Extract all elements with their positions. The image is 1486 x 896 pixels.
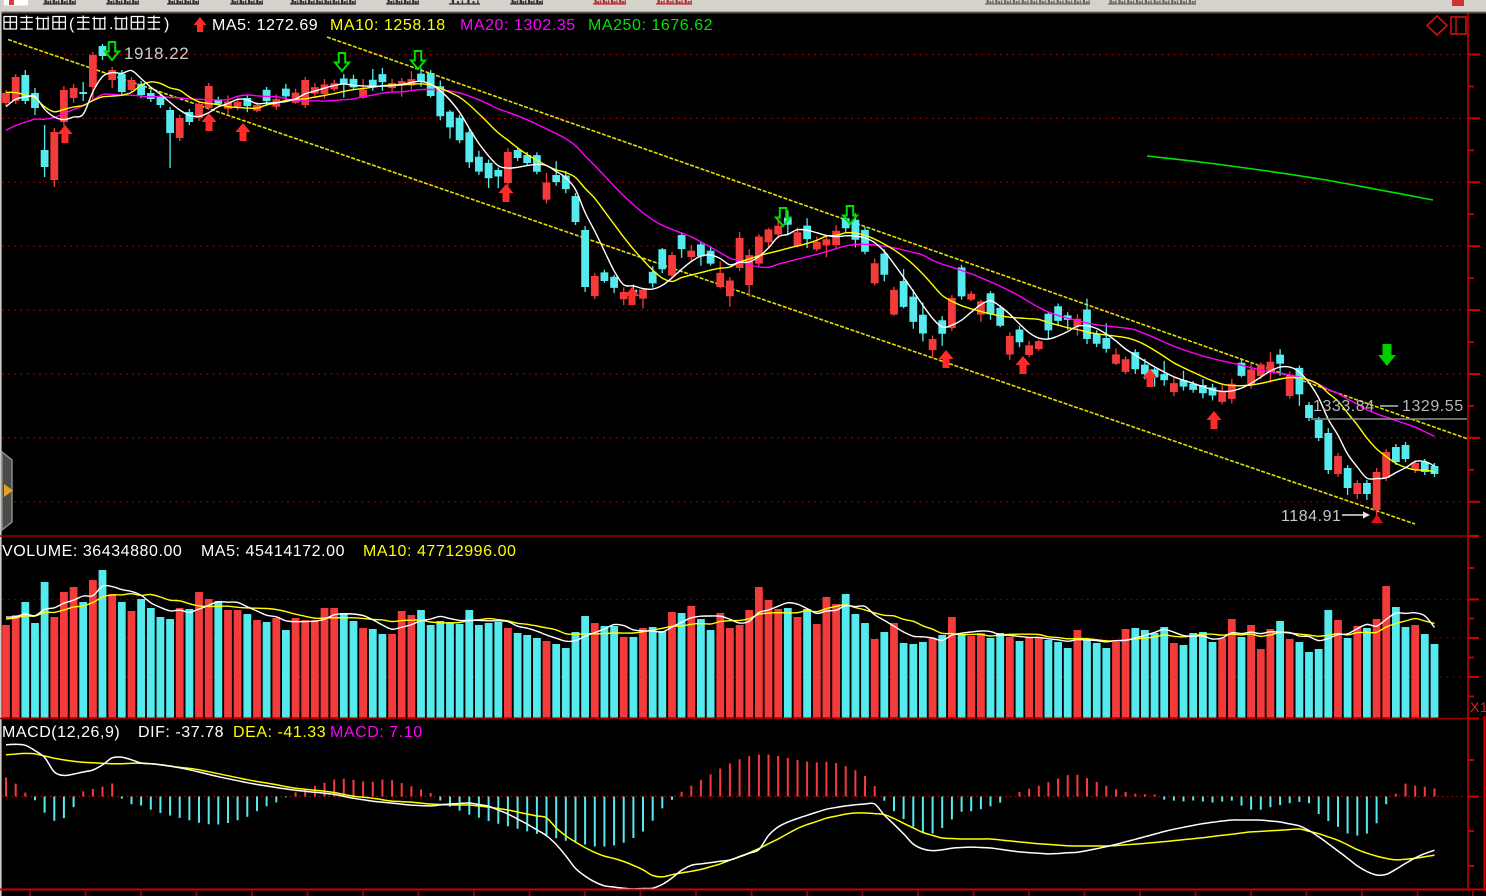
- svg-text:1918.22: 1918.22: [124, 44, 189, 63]
- svg-text:MACD: 7.10: MACD: 7.10: [330, 724, 423, 741]
- svg-text:.: .: [109, 16, 114, 33]
- svg-text:1184.91: 1184.91: [1281, 508, 1342, 525]
- svg-text:DIF: -37.78: DIF: -37.78: [138, 724, 224, 741]
- svg-text:MACD(12,26,9): MACD(12,26,9): [2, 724, 120, 741]
- svg-text:MA5: 45414172.00: MA5: 45414172.00: [201, 543, 345, 560]
- svg-text:): ): [164, 16, 170, 33]
- svg-text:X1: X1: [1470, 699, 1486, 715]
- svg-text:(: (: [69, 16, 75, 33]
- svg-text:MA250: 1676.62: MA250: 1676.62: [588, 17, 713, 34]
- svg-text:1329.55: 1329.55: [1402, 398, 1464, 415]
- svg-text:MA10: 1258.18: MA10: 1258.18: [330, 17, 446, 34]
- svg-text:DEA: -41.33: DEA: -41.33: [233, 724, 326, 741]
- svg-text:MA5: 1272.69: MA5: 1272.69: [212, 17, 318, 34]
- svg-text:MA10: 47712996.00: MA10: 47712996.00: [363, 543, 516, 560]
- svg-text:MA20: 1302.35: MA20: 1302.35: [460, 17, 576, 34]
- svg-text:1333.84: 1333.84: [1313, 398, 1375, 415]
- svg-text:VOLUME: 36434880.00: VOLUME: 36434880.00: [2, 543, 182, 560]
